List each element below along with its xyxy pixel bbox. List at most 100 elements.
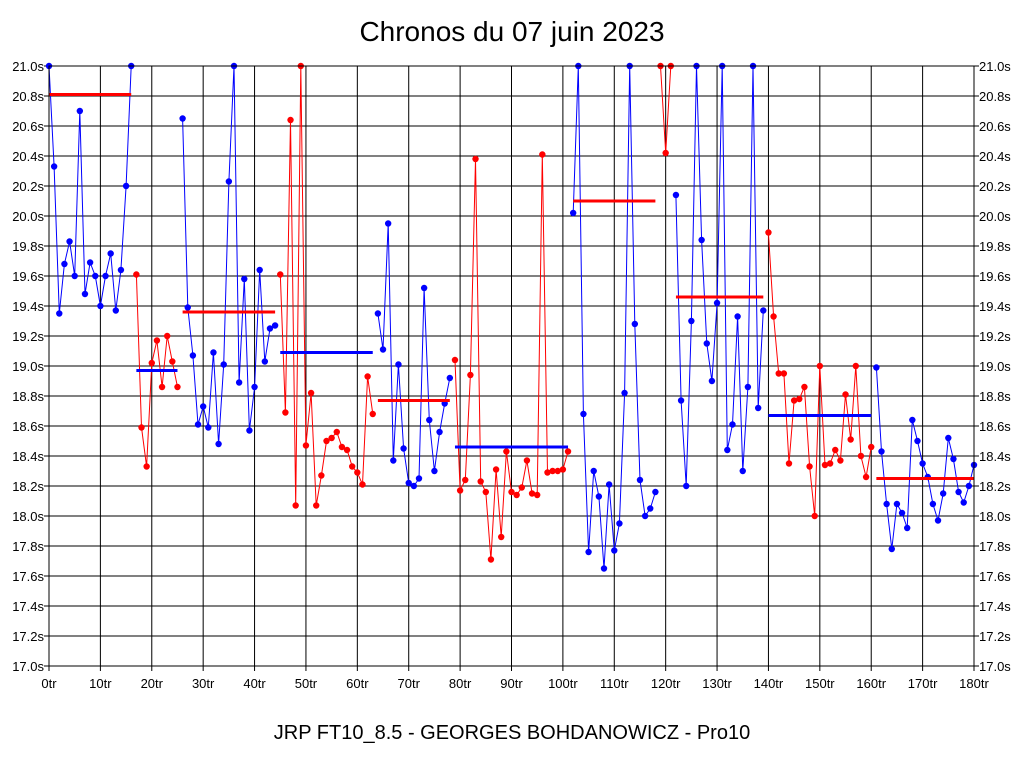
- data-point: [770, 313, 777, 320]
- data-point: [97, 302, 104, 310]
- data-point: [503, 448, 510, 455]
- data-point: [636, 476, 644, 484]
- data-point: [467, 371, 474, 379]
- data-point: [271, 322, 279, 329]
- y-axis-left-ticks: 21.0s 20.8s 20.6s 20.4s 20.2s 20.0s 19.8s 19.6s…: [12, 59, 49, 674]
- chart-title: Chronos du 07 juin 2023: [359, 16, 665, 47]
- data-point: [775, 370, 782, 377]
- y-tick-label-right: 18.0s: [979, 509, 1011, 524]
- x-tick-label: 10tr: [89, 676, 112, 691]
- data-point: [215, 440, 222, 448]
- y-tick-label-right: 19.8s: [979, 239, 1011, 254]
- data-point: [641, 512, 649, 520]
- data-point: [785, 460, 793, 467]
- y-tick-label-left: 19.4s: [12, 299, 44, 314]
- x-tick-label: 40tr: [243, 676, 266, 691]
- data-point: [107, 250, 114, 257]
- data-point: [256, 266, 263, 274]
- data-point: [400, 445, 407, 452]
- series-blue-8: [672, 62, 767, 490]
- series-layer: [45, 62, 978, 572]
- data-point: [621, 389, 628, 397]
- y-tick-label-left: 19.6s: [12, 269, 44, 284]
- x-tick-label: 90tr: [500, 676, 523, 691]
- data-point: [61, 260, 68, 268]
- data-point: [790, 397, 798, 404]
- data-point: [313, 502, 320, 509]
- data-point: [960, 499, 967, 506]
- data-point: [492, 466, 500, 473]
- data-point: [338, 443, 346, 451]
- data-point: [420, 284, 428, 292]
- data-point: [801, 383, 808, 391]
- data-point: [739, 467, 746, 475]
- data-point: [50, 163, 58, 170]
- data-point: [179, 115, 186, 122]
- data-point: [724, 446, 731, 454]
- y-tick-label-left: 18.4s: [12, 449, 44, 464]
- grid-lines: [48, 65, 975, 667]
- data-point: [287, 116, 294, 124]
- data-point: [307, 389, 315, 397]
- data-point: [163, 332, 171, 340]
- data-point: [652, 488, 659, 496]
- x-tick-label: 180tr: [959, 676, 989, 691]
- y-tick-label-right: 18.2s: [979, 479, 1011, 494]
- data-point: [647, 505, 654, 512]
- y-tick-label-left: 18.8s: [12, 389, 44, 404]
- data-point: [343, 446, 351, 454]
- data-point: [703, 340, 710, 347]
- data-point: [246, 427, 253, 434]
- data-point: [266, 325, 274, 332]
- y-tick-label-left: 19.2s: [12, 329, 44, 344]
- data-point: [929, 500, 937, 508]
- data-point: [81, 290, 89, 298]
- y-tick-label-right: 19.0s: [979, 359, 1011, 374]
- series-line: [182, 65, 276, 445]
- plot-frame: [48, 65, 975, 667]
- data-point: [554, 467, 561, 475]
- series-line: [675, 65, 764, 487]
- series-red-9: [765, 229, 875, 520]
- data-point: [472, 155, 479, 163]
- data-point: [508, 488, 515, 496]
- data-point: [585, 548, 592, 556]
- data-point: [143, 463, 150, 470]
- data-point: [713, 299, 721, 307]
- data-point: [898, 509, 906, 517]
- y-tick-label-left: 20.8s: [12, 89, 44, 104]
- data-point: [122, 182, 130, 190]
- data-point: [559, 466, 567, 473]
- series-blue-4: [374, 220, 454, 490]
- x-tick-label: 170tr: [908, 676, 938, 691]
- data-point: [112, 307, 120, 314]
- data-point: [395, 361, 402, 368]
- series-line: [875, 367, 975, 550]
- data-point: [235, 379, 243, 386]
- data-point: [683, 482, 690, 490]
- data-point: [302, 442, 310, 449]
- series-blue-10: [873, 364, 978, 553]
- y-tick-label-right: 20.0s: [979, 209, 1011, 224]
- data-point: [523, 457, 531, 464]
- series-red-3: [277, 62, 376, 509]
- data-point: [405, 479, 412, 487]
- x-tick-label: 20tr: [141, 676, 164, 691]
- data-point: [611, 547, 618, 554]
- data-point: [477, 478, 484, 485]
- y-tick-label-right: 19.4s: [979, 299, 1011, 314]
- data-point: [811, 512, 818, 520]
- data-point: [847, 436, 854, 443]
- data-point: [873, 364, 880, 371]
- data-point: [734, 313, 741, 320]
- data-point: [194, 421, 202, 428]
- y-tick-label-right: 18.6s: [979, 419, 1011, 434]
- data-point: [117, 266, 125, 274]
- y-tick-label-right: 18.4s: [979, 449, 1011, 464]
- x-tick-label: 120tr: [651, 676, 681, 691]
- data-point: [364, 373, 371, 380]
- y-tick-label-left: 19.0s: [12, 359, 44, 374]
- data-point: [842, 391, 849, 398]
- data-point: [544, 469, 551, 476]
